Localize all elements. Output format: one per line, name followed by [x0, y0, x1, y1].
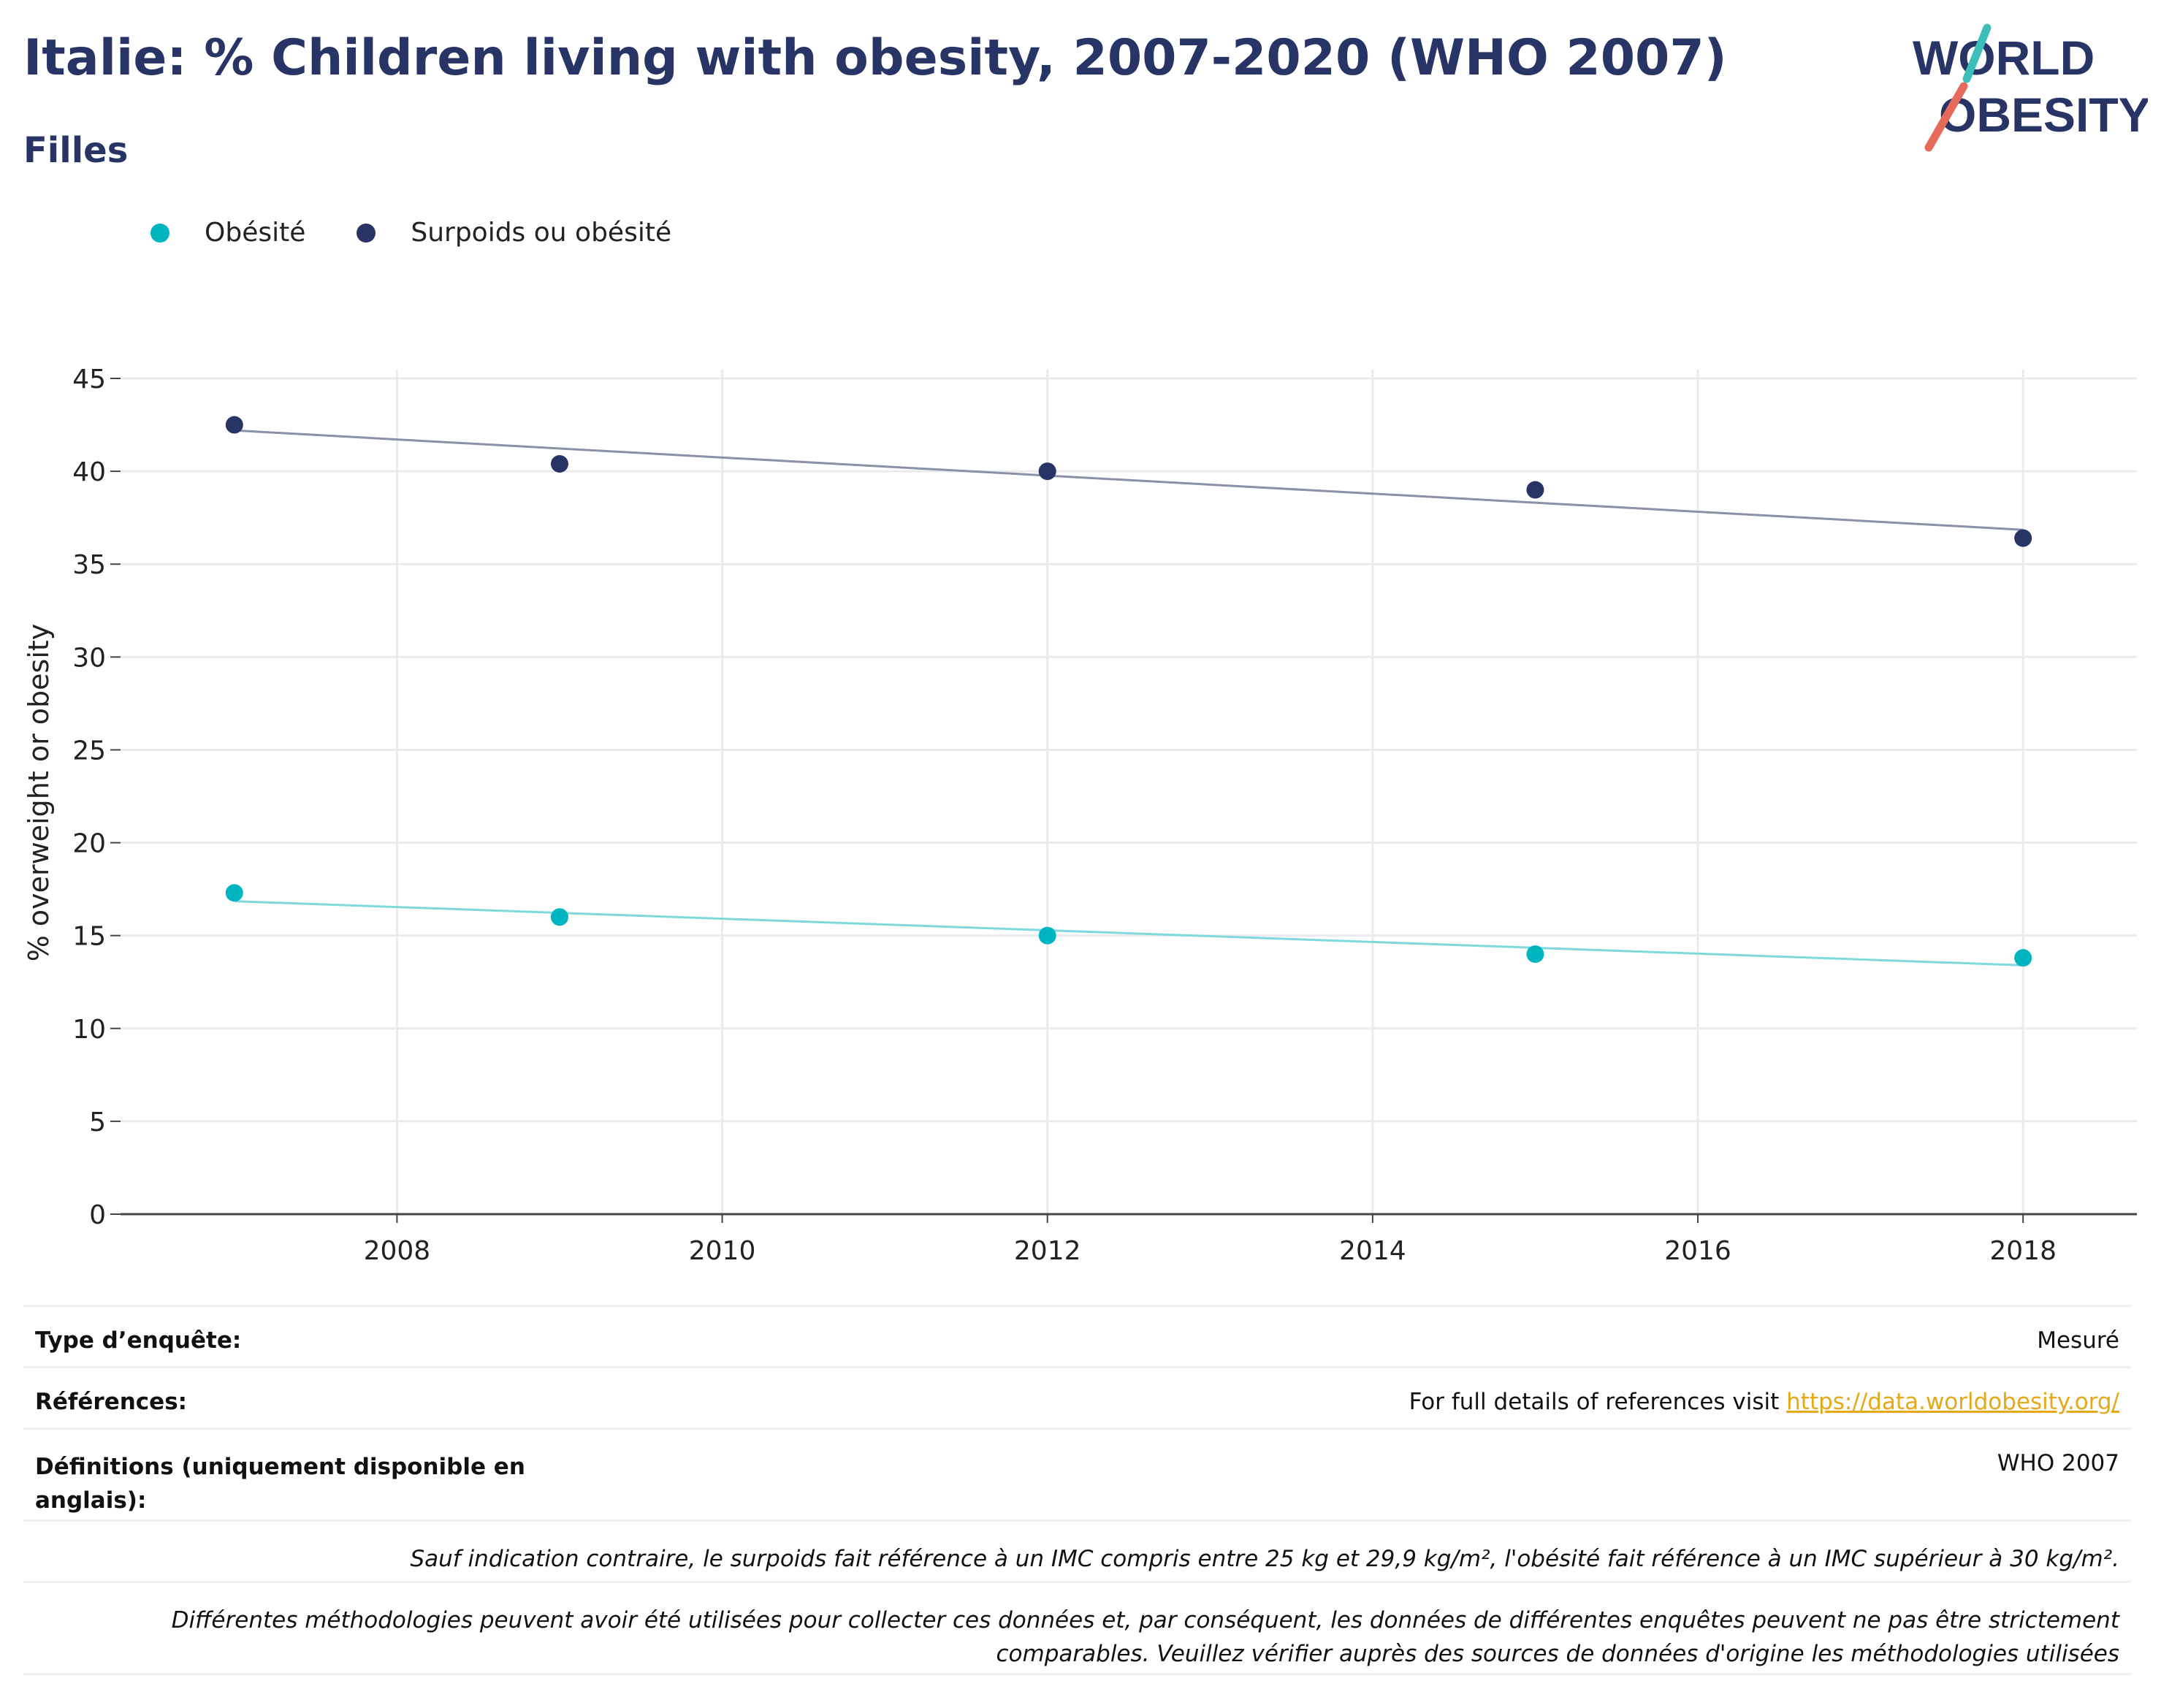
info-table: Type d’enquête: Mesuré Références: For f…: [23, 1305, 2131, 1675]
references-value: For full details of references visit htt…: [1409, 1389, 2119, 1415]
logo-slash-top: [1962, 23, 1992, 83]
data-point-0-4: [2014, 949, 2032, 967]
y-tick-label: 25: [72, 736, 106, 766]
logo-line2: OBESITY: [1939, 88, 2148, 142]
legend-item-obesity[interactable]: Obésité: [150, 218, 305, 248]
legend-label-obesity: Obésité: [205, 218, 306, 248]
survey-type-label: Type d’enquête:: [35, 1327, 242, 1354]
x-tick-label: 2010: [689, 1236, 756, 1266]
data-point-0-0: [225, 884, 243, 902]
info-row-methods-note: Différentes méthodologies peuvent avoir …: [23, 1581, 2131, 1673]
y-tick-label: 40: [72, 457, 106, 487]
y-axis-label: % overweight or obesity: [23, 624, 55, 962]
trend-lines: [234, 429, 2024, 967]
y-tick-label: 35: [72, 550, 106, 580]
logo-slash-bottom: [1924, 82, 1968, 152]
legend-marker-overweight-or-obesity: [357, 223, 376, 243]
y-tick-label: 30: [72, 643, 106, 673]
axes: 0 5 10 15 20 25 30 35 40 45 2008 2010 2012 2014 2016 20…: [72, 365, 2137, 1266]
definitions-label: Définitions (uniquement disponible en an…: [35, 1454, 525, 1514]
y-tick-label: 10: [72, 1015, 106, 1045]
gridlines: [121, 370, 2137, 1214]
data-point-1-0: [225, 416, 243, 434]
y-tick-label: 5: [89, 1107, 106, 1137]
y-tick-label: 45: [72, 365, 106, 394]
definitions-value: WHO 2007: [1997, 1450, 2119, 1476]
legend-label-overweight-or-obesity: Surpoids ou obésité: [411, 218, 672, 248]
data-point-1-4: [2014, 529, 2032, 547]
data-point-1-3: [1526, 481, 1544, 499]
x-tick-label: 2012: [1014, 1236, 1081, 1266]
logo-line1: WORLD: [1913, 31, 2095, 85]
chart-subtitle: Filles: [23, 130, 129, 171]
references-link[interactable]: https://data.worldobesity.org/: [1786, 1389, 2119, 1415]
info-table-bottom-border: [23, 1673, 2131, 1675]
x-tick-label: 2008: [364, 1236, 431, 1266]
x-tick-label: 2014: [1339, 1236, 1406, 1266]
references-text: For full details of references visit: [1409, 1389, 1787, 1415]
x-tick-label: 2018: [1989, 1236, 2057, 1266]
legend-item-overweight-or-obesity[interactable]: Surpoids ou obésité: [357, 218, 671, 248]
references-label: Références:: [35, 1389, 188, 1415]
bmi-note: Sauf indication contraire, le surpoids f…: [410, 1546, 2119, 1572]
methods-note: Différentes méthodologies peuvent avoir …: [171, 1607, 2119, 1667]
trend-line-0: [234, 900, 2024, 967]
world-obesity-logo: WORLD OBESITY: [1913, 23, 2148, 152]
legend: Obésité Surpoids ou obésité: [150, 218, 723, 248]
data-points: [225, 416, 2032, 967]
chart-plot: 0 5 10 15 20 25 30 35 40 45 2008 2010 2012 2014 2016 20…: [23, 365, 2137, 1266]
survey-type-value: Mesuré: [2037, 1327, 2119, 1354]
chart-title: Italie: % Children living with obesity, …: [23, 29, 1727, 87]
y-tick-label: 15: [72, 922, 106, 952]
data-point-0-3: [1526, 945, 1544, 964]
trend-line-1: [234, 429, 2024, 531]
info-row-definitions: Définitions (uniquement disponible en an…: [23, 1427, 2131, 1520]
data-point-1-2: [1038, 462, 1056, 481]
y-tick-label: 0: [89, 1200, 106, 1230]
info-row-survey-type: Type d’enquête: Mesuré: [23, 1305, 2131, 1366]
data-point-1-1: [550, 454, 568, 473]
info-row-bmi-note: Sauf indication contraire, le surpoids f…: [23, 1520, 2131, 1581]
info-row-references: Références: For full details of referenc…: [23, 1366, 2131, 1427]
y-tick-label: 20: [72, 829, 106, 859]
data-point-0-1: [550, 908, 568, 926]
x-tick-label: 2016: [1664, 1236, 1731, 1266]
legend-marker-obesity: [150, 223, 169, 243]
data-point-0-2: [1038, 926, 1056, 945]
